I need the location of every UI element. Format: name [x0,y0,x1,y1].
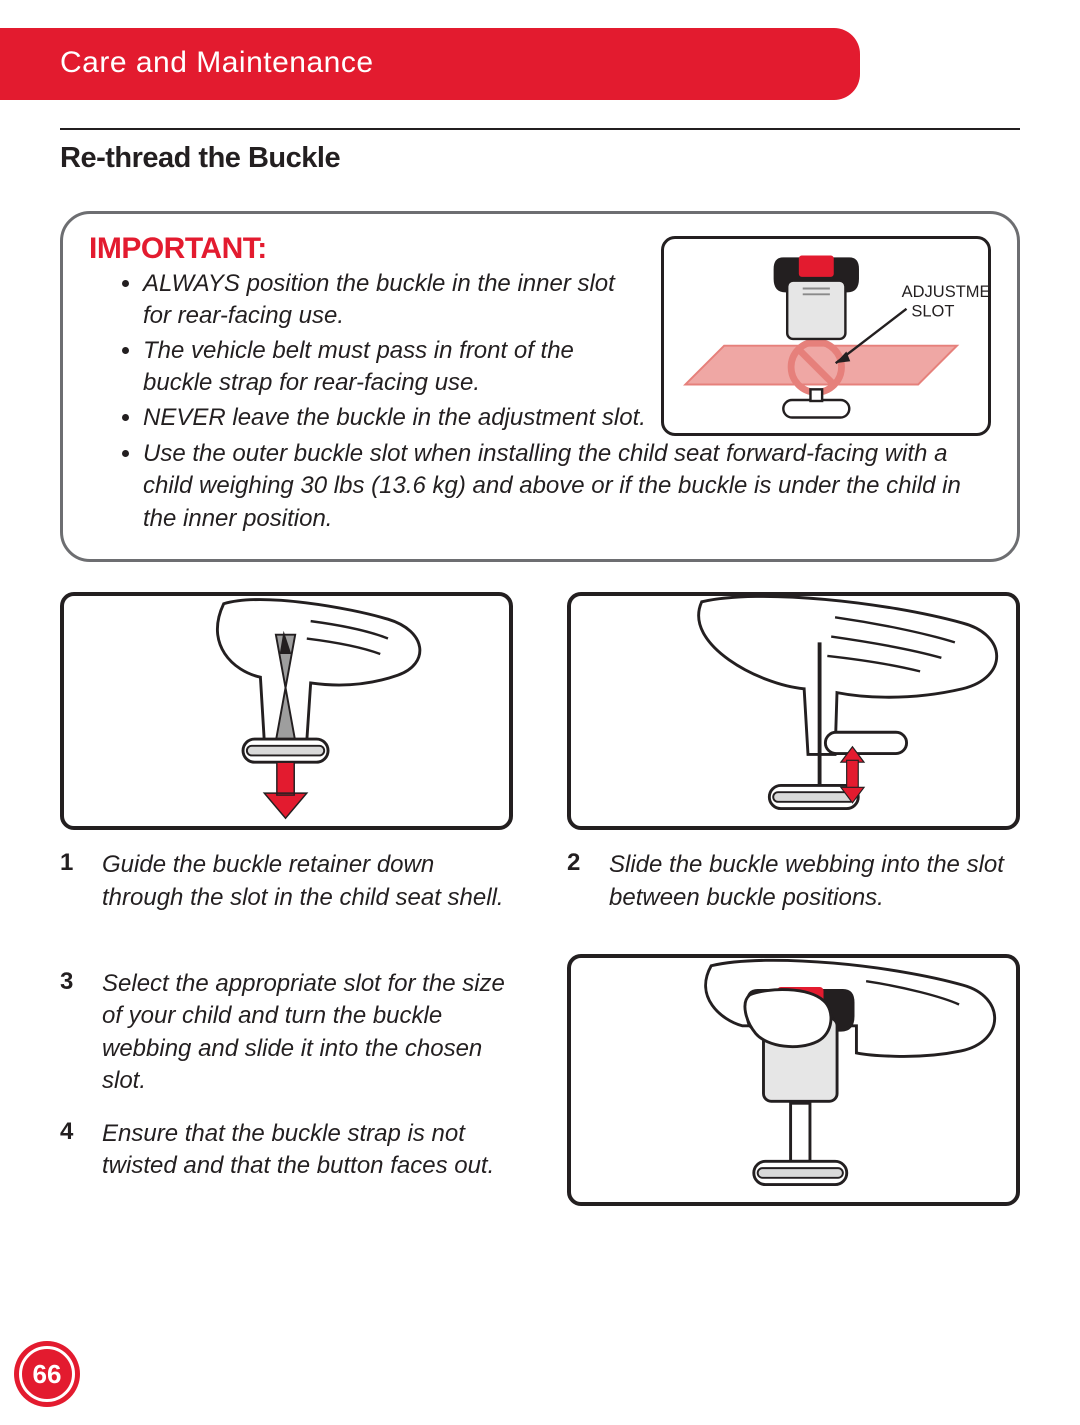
step-34-figure [567,954,1020,1206]
step-text: Slide the buckle webbing into the slot b… [609,849,1020,914]
step-2-figure [567,592,1020,830]
callout-label-1: ADJUSTMENT [902,283,991,301]
step-number: 3 [60,968,82,1098]
important-label: IMPORTANT: [89,232,647,266]
adjustment-slot-figure: ADJUSTMENT SLOT [661,236,991,436]
step-2-block: 2 Slide the buckle webbing into the slot… [567,592,1020,914]
important-list-full: Use the outer buckle slot when installin… [89,438,991,535]
important-list-top: ALWAYS position the buckle in the inner … [89,268,647,434]
section-header: Care and Maintenance [0,28,860,100]
step-number: 1 [60,849,82,914]
important-bullet: ALWAYS position the buckle in the inner … [143,268,647,333]
section-title: Re-thread the Buckle [60,142,1020,175]
step-1-figure [60,592,513,830]
important-bullet: Use the outer buckle slot when installin… [143,438,991,535]
step-number: 4 [60,1118,82,1183]
steps-row-2: 3 Select the appropriate slot for the si… [60,954,1020,1211]
page-number: 66 [33,1359,62,1390]
important-bullet: NEVER leave the buckle in the adjustment… [143,402,647,434]
step-text: Ensure that the buckle strap is not twis… [102,1118,513,1183]
steps-34-text: 3 Select the appropriate slot for the si… [60,954,513,1211]
important-callout: IMPORTANT: ALWAYS position the buckle in… [60,211,1020,562]
page-number-badge: 66 [14,1341,80,1407]
step-text: Select the appropriate slot for the size… [102,968,513,1098]
step-text: Guide the buckle retainer down through t… [102,849,513,914]
step-34-figure-wrap [567,954,1020,1211]
page-content: Re-thread the Buckle IMPORTANT: ALWAYS p… [0,128,1080,1211]
step-1-block: 1 Guide the buckle retainer down through… [60,592,513,914]
important-bullet: The vehicle belt must pass in front of t… [143,335,647,400]
step-number: 2 [567,849,589,914]
section-header-text: Care and Maintenance [60,46,374,79]
steps-row-1: 1 Guide the buckle retainer down through… [60,592,1020,914]
callout-label-2: SLOT [911,303,954,321]
section-rule [60,128,1020,130]
